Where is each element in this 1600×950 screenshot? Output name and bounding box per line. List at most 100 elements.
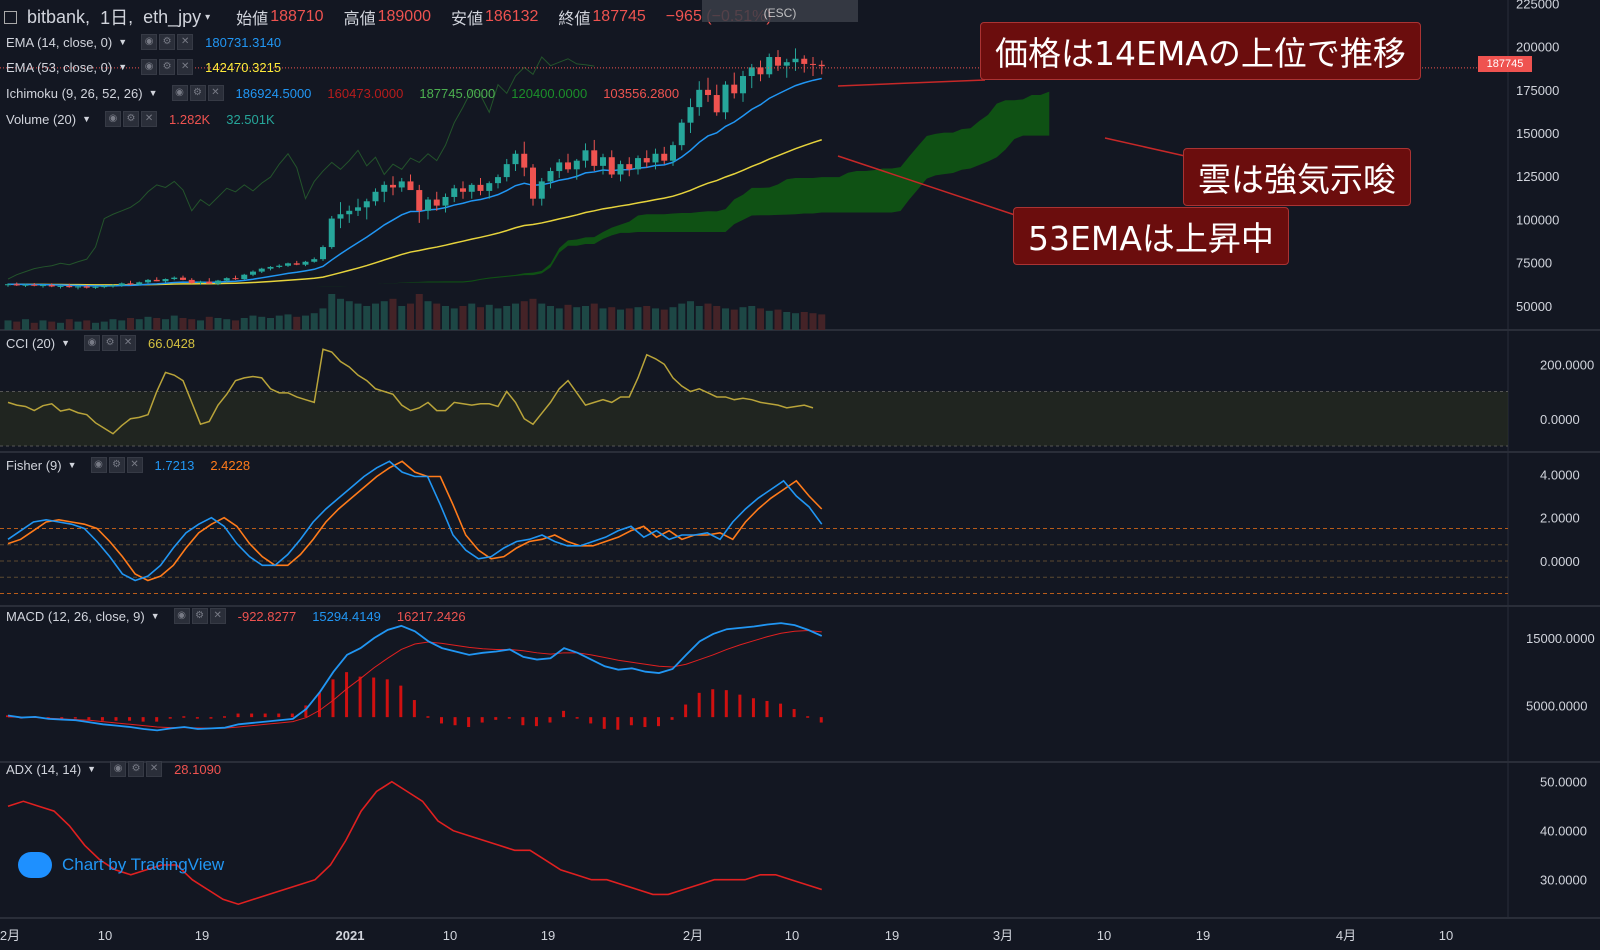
annotation-ema14[interactable]: 価格は14EMAの上位で推移 — [980, 22, 1421, 80]
volume-bar — [424, 301, 432, 330]
chevron-down-icon[interactable]: ▼ — [67, 460, 77, 470]
candle-body — [565, 162, 571, 170]
macd-histogram-bar — [290, 713, 294, 718]
fisher-value-1: 1.7213 — [154, 457, 195, 473]
eye-icon[interactable]: ◉ — [141, 59, 158, 75]
macd-value-3: 16217.2426 — [396, 608, 466, 624]
gear-icon[interactable]: ⚙ — [159, 34, 176, 50]
collapse-icon[interactable] — [4, 10, 17, 24]
ema14-legend[interactable]: EMA (14, close, 0) ▼ ◉ ⚙ ✕ 180731.3140 — [6, 34, 291, 50]
close-icon[interactable]: ✕ — [141, 111, 158, 127]
candle-body — [407, 181, 414, 191]
legend-buttons[interactable]: ◉ ⚙ ✕ — [84, 335, 137, 351]
candle-body — [416, 190, 423, 211]
annotation-ema53[interactable]: 53EMAは上昇中 — [1013, 207, 1289, 265]
macd-histogram-bar — [141, 717, 145, 722]
gear-icon[interactable]: ⚙ — [159, 59, 176, 75]
volume-bar — [135, 319, 143, 330]
close-icon[interactable]: ✕ — [126, 457, 143, 473]
gear-icon[interactable]: ⚙ — [102, 335, 119, 351]
eye-icon[interactable]: ◉ — [110, 761, 127, 777]
close-icon[interactable]: ✕ — [207, 85, 224, 101]
volume-bar — [127, 318, 134, 330]
candle-body — [197, 281, 204, 284]
eye-icon[interactable]: ◉ — [84, 335, 101, 351]
candle-body — [731, 84, 738, 94]
volume-bar — [363, 306, 371, 330]
adx-value: 28.1090 — [174, 761, 222, 777]
chevron-down-icon[interactable]: ▼ — [118, 62, 128, 72]
candle-body — [363, 201, 370, 208]
volume-bar — [398, 306, 406, 330]
legend-buttons[interactable]: ◉ ⚙ ✕ — [173, 608, 226, 624]
open-value: 188710 — [270, 8, 324, 25]
ema53-value: 142470.3215 — [205, 59, 282, 75]
volume-bar — [625, 308, 633, 330]
legend-buttons[interactable]: ◉ ⚙ ✕ — [141, 34, 194, 50]
macd-histogram-bar — [100, 717, 104, 721]
eye-icon[interactable]: ◉ — [171, 85, 188, 101]
chevron-down-icon[interactable]: ▾ — [205, 11, 211, 23]
ema53-legend[interactable]: EMA (53, close, 0) ▼ ◉ ⚙ ✕ 142470.3215 — [6, 59, 291, 75]
eye-icon[interactable]: ◉ — [173, 608, 190, 624]
volume-bar — [774, 309, 782, 330]
chevron-down-icon[interactable]: ▼ — [148, 88, 158, 98]
macd-histogram-bar — [168, 717, 172, 719]
macd-histogram-bar — [548, 717, 552, 723]
chevron-down-icon[interactable]: ▼ — [150, 611, 160, 621]
candle-body — [766, 57, 773, 75]
eye-icon[interactable]: ◉ — [105, 111, 122, 127]
macd-legend[interactable]: MACD (12, 26, close, 9) ▼ ◉ ⚙ ✕ -922.8277 1… — [6, 608, 476, 624]
macd-histogram-bar — [779, 703, 783, 718]
ichimoku-legend[interactable]: Ichimoku (9, 26, 52, 26) ▼ ◉ ⚙ ✕ 186924.500… — [6, 85, 689, 101]
candle-body — [757, 67, 764, 75]
legend-buttons[interactable]: ◉ ⚙ ✕ — [90, 457, 143, 473]
volume-bar — [240, 318, 248, 330]
annotation-cloud[interactable]: 雲は強気示唆 — [1183, 148, 1411, 206]
legend-buttons[interactable]: ◉ ⚙ ✕ — [171, 85, 224, 101]
candle-body — [223, 278, 230, 281]
chevron-down-icon[interactable]: ▼ — [61, 338, 71, 348]
candle-body — [145, 279, 151, 283]
macd-histogram-bar — [372, 677, 376, 718]
interval-label[interactable]: 1日 — [100, 8, 129, 28]
candle-body — [705, 89, 711, 96]
close-icon[interactable]: ✕ — [177, 59, 194, 75]
open-label: 始値 — [236, 11, 269, 28]
symbol-label[interactable]: eth_jpy — [143, 6, 202, 27]
volume-bar — [652, 308, 659, 330]
gear-icon[interactable]: ⚙ — [191, 608, 208, 624]
close-icon[interactable]: ✕ — [120, 335, 137, 351]
price-axis-label: 75000 — [1516, 256, 1552, 271]
close-icon[interactable]: ✕ — [177, 34, 194, 50]
cci-legend[interactable]: CCI (20) ▼ ◉ ⚙ ✕ 66.0428 — [6, 335, 205, 351]
tradingview-watermark[interactable]: Chart by TradingView — [18, 852, 224, 878]
adx-legend[interactable]: ADX (14, 14) ▼ ◉ ⚙ ✕ 28.1090 — [6, 761, 231, 777]
esc-hint[interactable]: (ESC) — [702, 0, 858, 22]
macd-histogram-bar — [738, 694, 742, 718]
legend-buttons[interactable]: ◉ ⚙ ✕ — [105, 111, 158, 127]
volume-bar — [704, 303, 712, 330]
fisher-legend[interactable]: Fisher (9) ▼ ◉ ⚙ ✕ 1.7213 2.4228 — [6, 457, 260, 473]
gear-icon[interactable]: ⚙ — [189, 85, 206, 101]
chevron-down-icon[interactable]: ▼ — [82, 114, 92, 124]
close-icon[interactable]: ✕ — [209, 608, 226, 624]
volume-bar — [765, 310, 773, 330]
macd-histogram-bar — [277, 713, 281, 718]
gear-icon[interactable]: ⚙ — [123, 111, 140, 127]
legend-buttons[interactable]: ◉ ⚙ ✕ — [141, 59, 194, 75]
gear-icon[interactable]: ⚙ — [108, 457, 125, 473]
volume-bar — [48, 321, 56, 330]
close-icon[interactable]: ✕ — [146, 761, 163, 777]
legend-buttons[interactable]: ◉ ⚙ ✕ — [110, 761, 163, 777]
chevron-down-icon[interactable]: ▼ — [118, 37, 128, 47]
candle-body — [512, 153, 519, 165]
chevron-down-icon[interactable]: ▼ — [87, 764, 97, 774]
gear-icon[interactable]: ⚙ — [128, 761, 145, 777]
macd-histogram-bar — [711, 689, 715, 718]
candle-body — [503, 164, 510, 178]
eye-icon[interactable]: ◉ — [141, 34, 158, 50]
volume-legend[interactable]: Volume (20) ▼ ◉ ⚙ ✕ 1.282K 32.501K — [6, 111, 285, 127]
eye-icon[interactable]: ◉ — [90, 457, 107, 473]
candle-body — [495, 177, 501, 184]
